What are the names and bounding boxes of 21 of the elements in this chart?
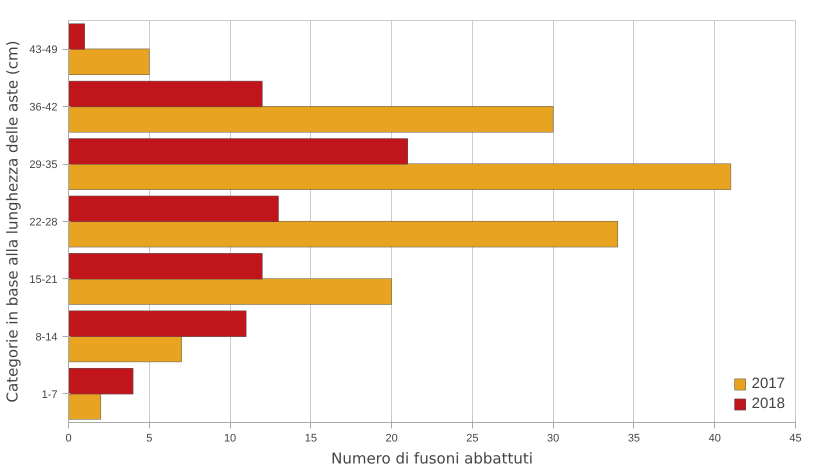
x-tick-label: 0 [65, 432, 72, 444]
y-tick-label: 29-35 [29, 159, 58, 172]
x-tick-label: 40 [708, 432, 721, 444]
y-tick-label: 22-28 [29, 216, 58, 228]
x-tick-label: 20 [385, 432, 398, 444]
x-tick-label: 30 [547, 432, 560, 444]
legend-label: 2018 [752, 395, 785, 412]
x-tick-label: 25 [466, 432, 479, 444]
y-axis-title: Categorie in base alla lunghezza delle aste (cm) [3, 40, 22, 402]
y-tick-label: 1-7 [42, 388, 58, 401]
y-tick-label: 36-42 [29, 102, 58, 114]
x-tick-label: 35 [628, 432, 640, 444]
y-tick-label: 8-14 [35, 331, 58, 344]
y-tick-label: 43-49 [29, 44, 58, 56]
x-tick-label: 5 [146, 432, 152, 444]
x-tick-label: 10 [224, 432, 236, 444]
x-tick-label: 45 [789, 432, 802, 444]
x-axis-title: Numero di fusoni abbattuti [331, 450, 533, 468]
x-tick-label: 15 [304, 432, 317, 444]
y-tick-label: 15-21 [29, 274, 58, 286]
legend-label: 2017 [752, 375, 785, 392]
